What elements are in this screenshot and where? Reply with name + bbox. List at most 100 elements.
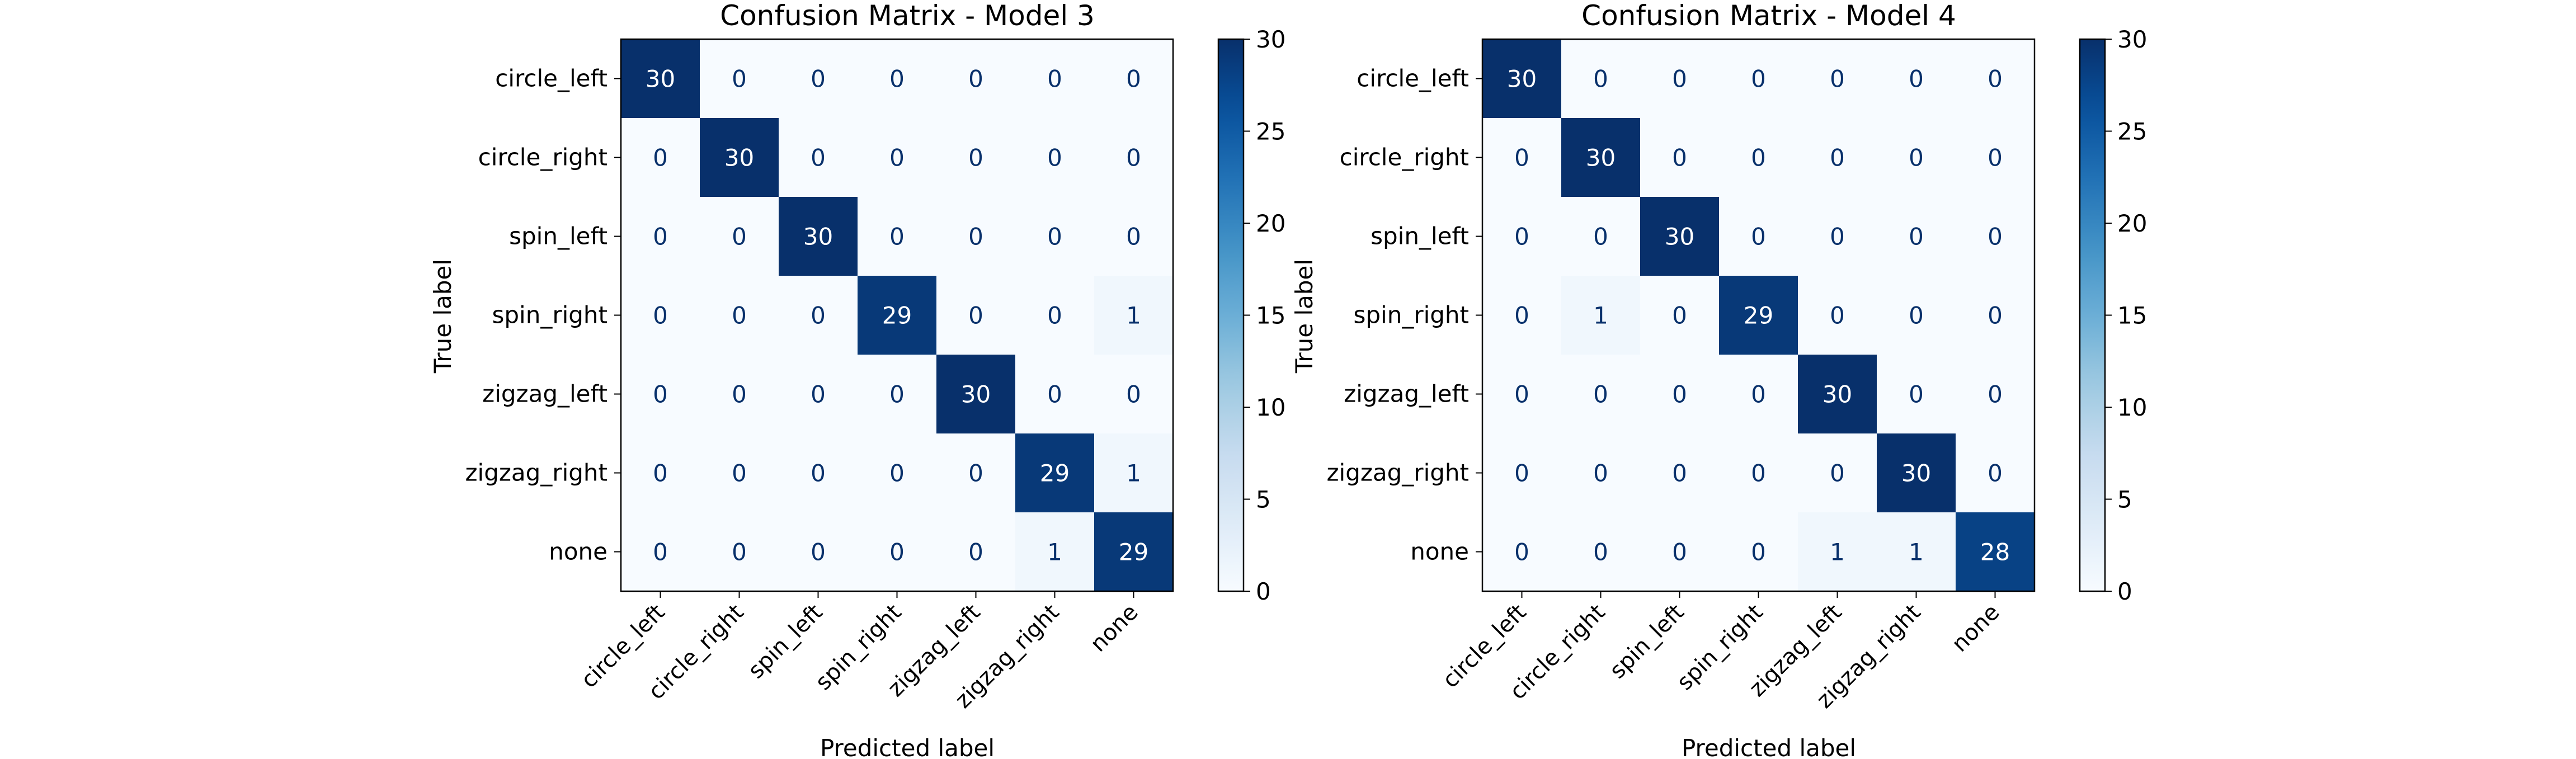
- heatmap-cell-r0-c1: [1561, 39, 1641, 119]
- cell-value-label: 0: [811, 460, 826, 487]
- cell-value-label: 0: [968, 539, 983, 566]
- y-tick-label: spin_left: [509, 223, 607, 250]
- cell-value-label: 0: [1514, 223, 1529, 251]
- y-tick-label: none: [1410, 538, 1469, 565]
- chart-model-3: Confusion Matrix - Model 3 30 0 0 0 0 0 00 30 0 0…: [429, 0, 1285, 759]
- cell-value-label: 0: [1672, 144, 1687, 172]
- heatmap-cell-r6-c0: [1482, 512, 1562, 592]
- cell-value-label: 0: [653, 539, 668, 566]
- heatmap-cell-r0-c3: [1719, 39, 1798, 119]
- cell-value-label: 0: [1047, 223, 1062, 251]
- cell-value-label: 0: [1909, 381, 1924, 408]
- colorbar: 0 5 10 15 20 25 30: [1217, 26, 1285, 605]
- colorbar-tick-label: 25: [1256, 118, 1285, 145]
- heatmap-cell-r2-c3: [1719, 197, 1798, 276]
- cell-value-label: 0: [1909, 223, 1924, 251]
- heatmap-cell-r1-c2: [779, 118, 858, 197]
- y-tick-label: spin_right: [492, 301, 607, 329]
- colorbar-tick-label: 5: [1256, 486, 1271, 513]
- heatmap-cell-r0-c6: [1094, 39, 1174, 119]
- cell-value-label: 30: [1901, 460, 1931, 487]
- cell-value-label: 1: [1126, 460, 1141, 487]
- colorbar-gradient: [1217, 38, 1245, 592]
- cell-value-label: 0: [732, 302, 747, 329]
- heatmap-cell-r1-c4: [1798, 118, 1877, 197]
- heatmap-cell-r0-c0: [621, 39, 700, 119]
- heatmap-cell-r2-c3: [858, 197, 937, 276]
- heatmap-cell-r2-c4: [1798, 197, 1877, 276]
- cell-value-label: 0: [889, 144, 905, 172]
- cell-value-label: 0: [811, 65, 826, 93]
- cell-value-label: 1: [1830, 539, 1845, 566]
- cell-value-label: 0: [1830, 460, 1845, 487]
- heatmap-cell-r4-c4: [1798, 355, 1877, 434]
- heatmap-cell-r1-c2: [1640, 118, 1720, 197]
- heatmap-cell-r3-c6: [1094, 276, 1174, 355]
- cell-value-label: 30: [1665, 223, 1694, 251]
- heatmap-cell-r2-c0: [621, 197, 700, 276]
- heatmap-cell-r4-c0: [621, 355, 700, 434]
- heatmap-cells: [1481, 38, 2036, 592]
- cell-value-label: 0: [968, 460, 983, 487]
- cell-value-label: 0: [811, 144, 826, 172]
- cell-value-label: 1: [1593, 302, 1608, 329]
- cell-value-label: 0: [1988, 381, 2003, 408]
- cell-value-label: 29: [1744, 302, 1773, 329]
- cell-value-label: 30: [961, 381, 991, 408]
- colorbar: 0 5 10 15 20 25 30: [2079, 26, 2147, 605]
- cell-value-label: 0: [1751, 65, 1766, 93]
- cell-value-label: 1: [1126, 302, 1141, 329]
- heatmap-cell-r3-c5: [1877, 276, 1956, 355]
- cell-value-label: 0: [1047, 302, 1062, 329]
- cell-value-label: 0: [1047, 381, 1062, 408]
- cell-value-label: 0: [1988, 144, 2003, 172]
- heatmap-cell-r6-c1: [1561, 512, 1641, 592]
- heatmap-cell-r2-c2: [1640, 197, 1720, 276]
- heatmap-cell-r5-c0: [621, 433, 700, 513]
- heatmap-cell-r6-c6: [1094, 512, 1174, 592]
- cell-value-label: 29: [1040, 460, 1070, 487]
- cell-value-label: 0: [1988, 223, 2003, 251]
- cell-value-label: 0: [1988, 302, 2003, 329]
- heatmap-cell-r3-c5: [1015, 276, 1095, 355]
- heatmap-cell-r6-c5: [1877, 512, 1956, 592]
- cell-value-label: 0: [1514, 460, 1529, 487]
- cell-value-label: 0: [1593, 65, 1608, 93]
- colorbar-tick-label: 10: [1256, 394, 1285, 421]
- heatmap-cell-r0-c4: [1798, 39, 1877, 119]
- cell-value-label: 0: [1909, 65, 1924, 93]
- heatmap-cell-r0-c6: [1956, 39, 2035, 119]
- cell-value-label: 0: [811, 302, 826, 329]
- heatmap-cell-r5-c5: [1015, 433, 1095, 513]
- y-tick-label: circle_left: [495, 65, 607, 92]
- cell-value-label: 0: [732, 460, 747, 487]
- heatmap-cell-r3-c2: [779, 276, 858, 355]
- y-axis-ticks: circle_left circle_right spin_left spin_rig…: [1326, 65, 1482, 565]
- heatmap-cell-r0-c5: [1877, 39, 1956, 119]
- heatmap-cell-r4-c6: [1094, 355, 1174, 434]
- heatmap-cell-r4-c6: [1956, 355, 2035, 434]
- y-tick-label: circle_right: [478, 144, 607, 171]
- heatmap-cell-r6-c3: [1719, 512, 1798, 592]
- heatmap-cell-r2-c5: [1015, 197, 1095, 276]
- cell-value-label: 0: [889, 460, 905, 487]
- cell-value-label: 0: [1514, 144, 1529, 172]
- heatmap-cell-r1-c1: [700, 118, 779, 197]
- heatmap-cell-r3-c1: [1561, 276, 1641, 355]
- heatmap-cell-r1-c4: [936, 118, 1016, 197]
- cell-value-label: 0: [1751, 460, 1766, 487]
- cell-value-label: 1: [1909, 539, 1924, 566]
- heatmap-cell-r4-c3: [1719, 355, 1798, 434]
- cell-value-label: 0: [732, 539, 747, 566]
- cell-value-label: 0: [1830, 144, 1845, 172]
- heatmap-cell-r4-c3: [858, 355, 937, 434]
- cell-value-label: 0: [811, 539, 826, 566]
- heatmap-cell-r2-c2: [779, 197, 858, 276]
- chart-title: Confusion Matrix - Model 3: [720, 0, 1095, 32]
- heatmap-cell-r3-c3: [1719, 276, 1798, 355]
- colorbar-gradient: [2079, 38, 2106, 592]
- heatmap-cell-r1-c0: [621, 118, 700, 197]
- y-axis-ticks: circle_left circle_right spin_left spin_rig…: [465, 65, 621, 565]
- colorbar-tick-label: 15: [2117, 302, 2147, 329]
- heatmap-cell-r4-c5: [1877, 355, 1956, 434]
